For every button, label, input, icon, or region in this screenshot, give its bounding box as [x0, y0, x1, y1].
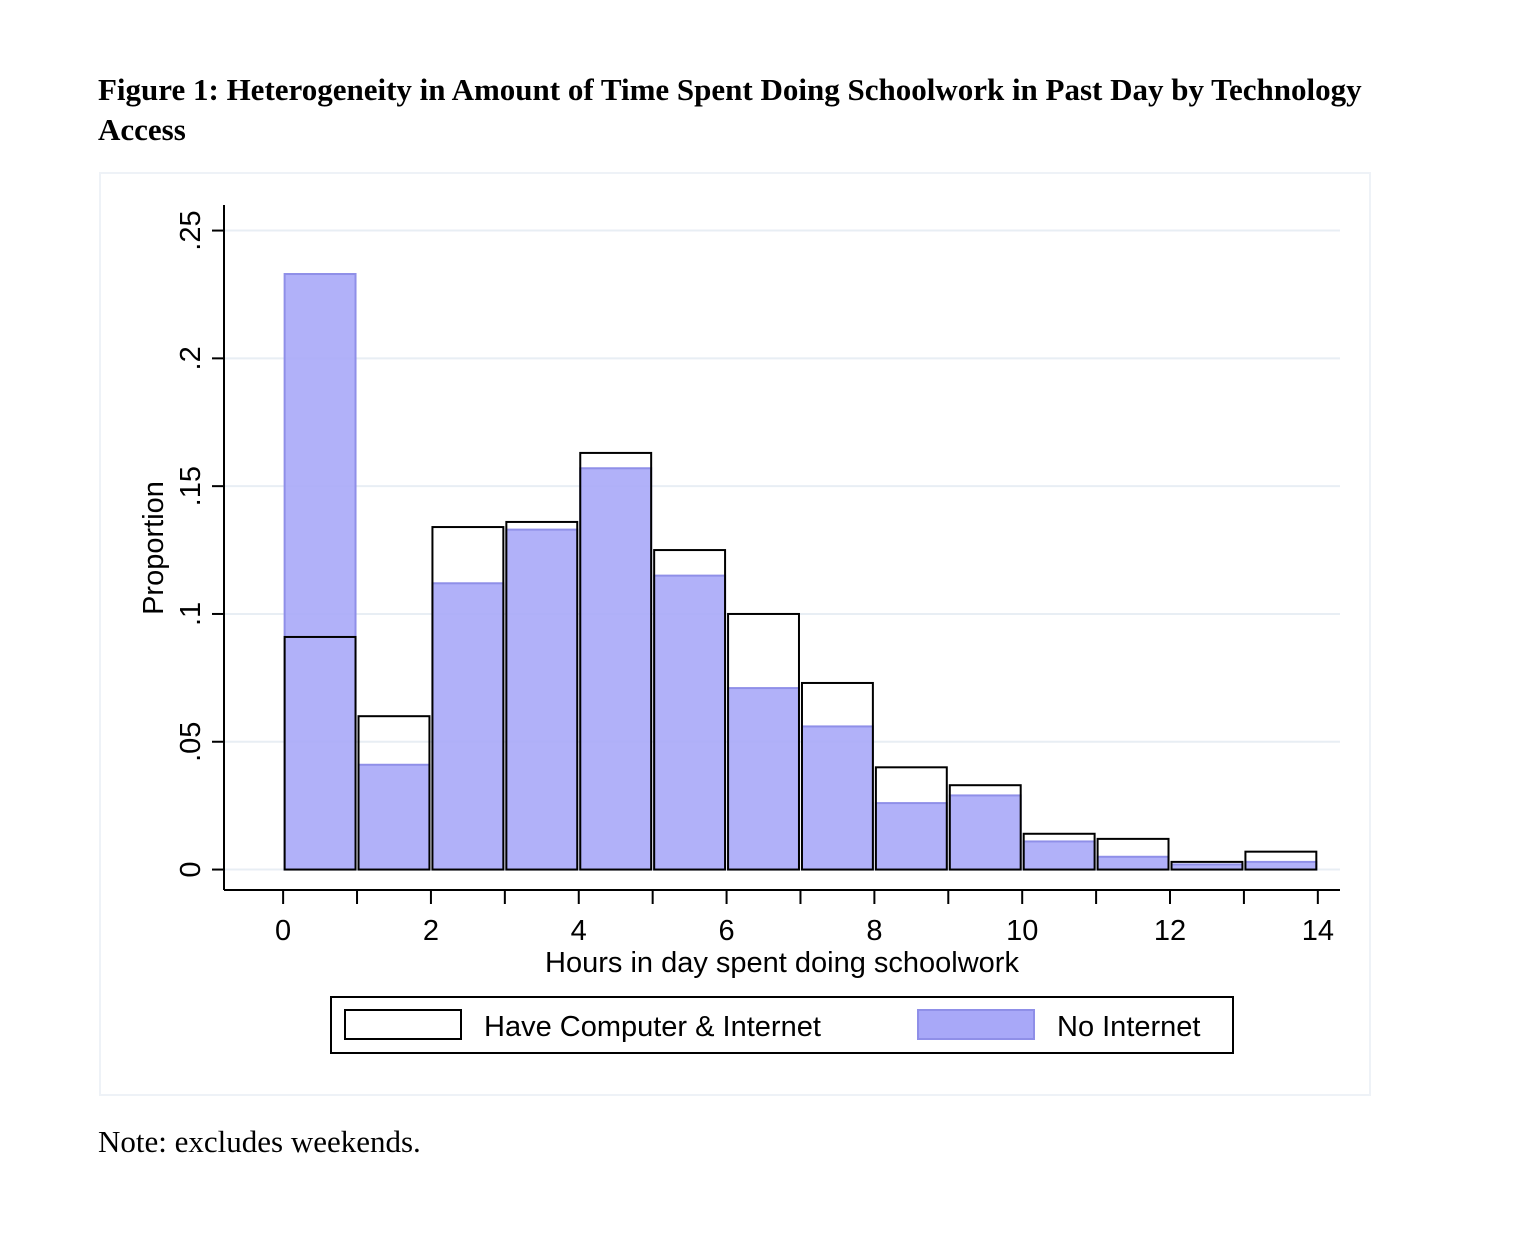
bar-have-computer-internet [431, 526, 505, 871]
legend-label-have-computer-internet: Have Computer & Internet [484, 1011, 821, 1043]
bar-no-internet [653, 574, 727, 871]
bar-no-internet [431, 582, 505, 871]
bar-no-internet [357, 763, 431, 871]
figure-note: Note: excludes weekends. [98, 1124, 421, 1159]
x-tick-label: 12 [1154, 915, 1186, 947]
figure-title: Figure 1: Heterogeneity in Amount of Tim… [98, 72, 1362, 147]
bar-no-internet [579, 467, 653, 871]
y-tick-label: 0 [175, 861, 207, 877]
legend-swatch-have-computer-internet [344, 1009, 462, 1040]
bar-no-internet [1096, 855, 1170, 871]
chart-frame [99, 172, 1371, 1096]
bar-no-internet [283, 273, 357, 871]
legend-label-no-internet: No Internet [1057, 1011, 1200, 1043]
bar-no-internet [1244, 860, 1318, 871]
y-tick-label: .05 [175, 722, 207, 762]
x-tick-label: 2 [423, 915, 439, 947]
bar-no-internet [727, 687, 800, 871]
bar-no-internet [948, 794, 1022, 871]
bar-have-computer-internet [727, 612, 800, 871]
bar-have-computer-internet [1244, 850, 1318, 871]
x-tick-label: 4 [571, 915, 587, 947]
bars [283, 273, 1318, 871]
y-tick-label: .25 [175, 210, 207, 250]
x-tick-label: 8 [866, 915, 882, 947]
bar-no-internet [874, 802, 948, 871]
bar-no-internet [800, 725, 874, 871]
bar-have-computer-internet [800, 681, 874, 871]
legend-box [330, 996, 1234, 1054]
legend: Have Computer & Internet No Internet [330, 996, 1234, 1054]
y-axis-label: Proportion [138, 481, 170, 615]
axes: 0 .05 .1 .15 .2 .25 0 2 4 6 8 10 12 14 [175, 205, 1340, 947]
legend-swatch-no-internet [917, 1009, 1035, 1040]
y-tick-label: .1 [175, 602, 207, 626]
bar-have-computer-internet [579, 451, 653, 871]
bar-no-internet [1022, 840, 1096, 871]
x-tick-label: 10 [1006, 915, 1038, 947]
bar-have-computer-internet [505, 520, 579, 871]
y-tick-label: .2 [175, 346, 207, 370]
bar-have-computer-internet [1022, 832, 1096, 871]
x-tick-label: 14 [1302, 915, 1334, 947]
bar-have-computer-internet [357, 715, 431, 871]
bar-have-computer-internet [653, 549, 727, 871]
x-axis-label: Hours in day spent doing schoolwork [545, 947, 1019, 979]
bar-have-computer-internet [874, 766, 948, 871]
bar-have-computer-internet [1170, 860, 1244, 871]
y-tick-label: .15 [175, 466, 207, 506]
bar-have-computer-internet [283, 635, 357, 871]
bar-have-computer-internet [1096, 837, 1170, 871]
bar-have-computer-internet [948, 784, 1022, 871]
x-tick-label: 6 [718, 915, 734, 947]
x-tick-label: 0 [275, 915, 291, 947]
bar-no-internet [505, 528, 579, 871]
